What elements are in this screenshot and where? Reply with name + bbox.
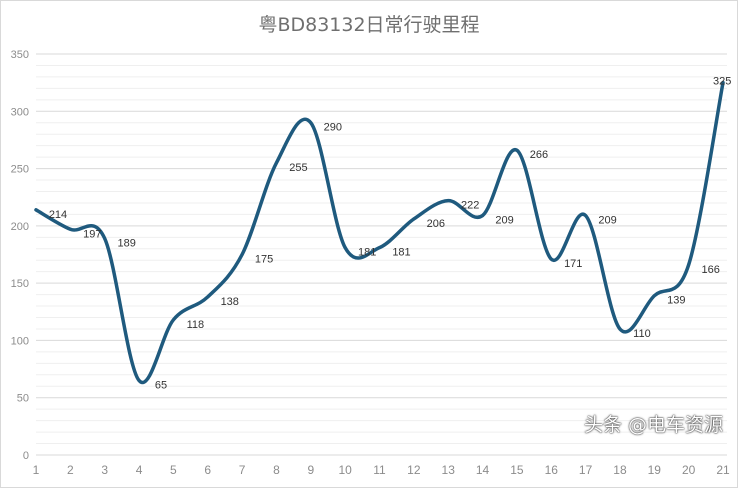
y-tick-label: 50	[17, 393, 29, 405]
data-point	[343, 246, 347, 250]
series-line	[34, 80, 725, 385]
data-label: 110	[633, 328, 651, 340]
x-tick-label: 4	[136, 463, 143, 477]
y-tick-label: 350	[11, 49, 29, 61]
data-point	[584, 214, 588, 218]
data-point	[103, 236, 107, 240]
data-label: 181	[392, 247, 410, 259]
x-tick-label: 3	[101, 463, 108, 477]
data-point	[687, 263, 691, 267]
data-label: 209	[495, 215, 513, 227]
data-label: 171	[564, 258, 582, 270]
data-point	[378, 246, 381, 250]
data-point	[137, 379, 141, 383]
x-tick-label: 7	[239, 463, 246, 477]
x-tick-label: 13	[442, 463, 456, 477]
data-label: 65	[155, 380, 167, 392]
x-tick-label: 1	[33, 463, 40, 477]
data-point	[34, 208, 38, 212]
data-label: 222	[461, 200, 479, 212]
data-point	[721, 81, 725, 85]
data-point	[240, 253, 244, 256]
data-label: 139	[667, 295, 685, 307]
data-point	[446, 199, 450, 203]
x-tick-label: 8	[273, 463, 280, 477]
data-point	[309, 121, 313, 125]
data-label: 181	[358, 247, 376, 259]
watermark: 头条 @电车资源	[583, 414, 723, 436]
chart-title: 粤BD83132日常行驶里程	[258, 14, 480, 36]
data-point	[618, 327, 622, 331]
data-point	[481, 214, 485, 218]
x-tick-label: 18	[613, 463, 627, 477]
data-label: 214	[49, 209, 67, 221]
data-label: 118	[187, 319, 205, 331]
data-point	[652, 294, 656, 298]
x-tick-label: 20	[682, 463, 696, 477]
x-tick-label: 9	[307, 463, 314, 477]
x-tick-label: 11	[373, 463, 386, 477]
data-point	[515, 148, 519, 152]
x-tick-label: 14	[476, 463, 490, 477]
y-tick-label: 150	[11, 278, 29, 290]
data-label: 209	[598, 215, 616, 227]
data-point	[549, 257, 553, 261]
data-point	[206, 295, 210, 299]
data-point	[274, 161, 278, 165]
y-tick-label: 250	[11, 164, 29, 176]
x-tick-label: 21	[716, 463, 730, 477]
x-tick-label: 17	[579, 463, 593, 477]
data-label: 255	[289, 162, 307, 174]
data-label: 206	[427, 218, 445, 230]
x-tick-label: 19	[648, 463, 662, 477]
x-tick-label: 15	[510, 463, 524, 477]
y-tick-label: 100	[11, 335, 29, 347]
y-tick-label: 300	[11, 106, 29, 118]
x-tick-label: 12	[407, 463, 421, 477]
x-tick-label: 10	[338, 463, 352, 477]
data-point	[68, 227, 72, 231]
y-tick-label: 200	[11, 221, 29, 233]
y-tick-label: 0	[23, 450, 29, 462]
data-point	[171, 318, 175, 322]
x-tick-label: 16	[545, 463, 559, 477]
data-point	[412, 217, 416, 221]
data-label: 266	[530, 149, 548, 161]
data-label: 325	[713, 76, 731, 88]
data-label: 290	[324, 122, 342, 134]
data-label: 138	[221, 296, 239, 308]
data-label: 197	[83, 228, 101, 240]
data-label: 189	[118, 237, 136, 249]
data-label: 175	[255, 254, 273, 266]
data-label: 166	[701, 264, 719, 276]
x-tick-label: 5	[170, 463, 177, 477]
x-tick-label: 2	[67, 463, 74, 477]
x-tick-label: 6	[204, 463, 211, 477]
